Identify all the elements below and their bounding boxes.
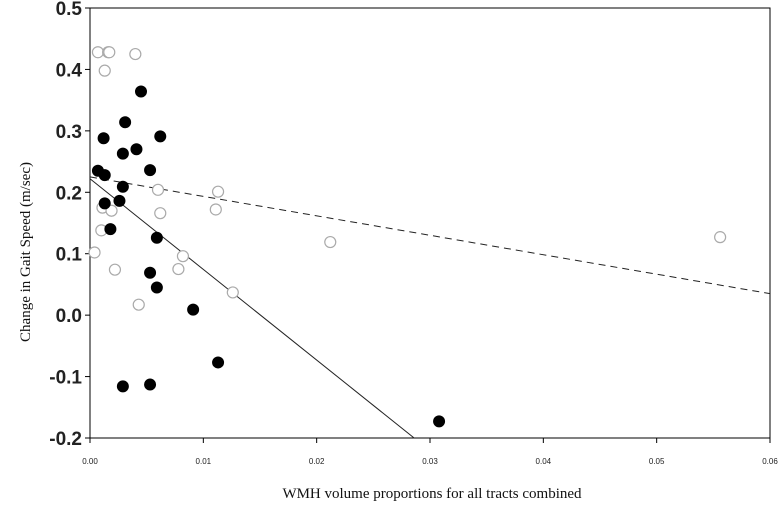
open-data-point — [151, 183, 165, 196]
open-data-point — [129, 47, 142, 61]
y-tick-label: 0.5 — [56, 0, 83, 20]
open-data-point — [226, 286, 239, 299]
solid-regression-line — [89, 178, 415, 439]
filled-data-point — [135, 85, 147, 98]
x-tick-label: 0.06 — [762, 457, 778, 466]
filled-data-point — [187, 303, 200, 316]
filled-data-point — [104, 223, 117, 236]
filled-data-point — [150, 231, 163, 244]
filled-data-point — [113, 194, 126, 207]
x-tick-label: 0.01 — [196, 457, 212, 466]
open-data-point — [132, 298, 145, 311]
filled-data-point — [116, 380, 129, 393]
plot-frame — [89, 7, 771, 439]
filled-data-point — [154, 130, 167, 143]
filled-data-point — [433, 415, 446, 428]
y-axis-title: Change in Gait Speed (m/sec) — [18, 162, 34, 342]
open-data-point — [154, 207, 167, 220]
x-axis: 0.00 0.01 0.02 0.03 0.04 0.05 0.06 — [82, 438, 778, 466]
fit-lines — [89, 176, 771, 439]
filled-data-point — [98, 169, 111, 182]
open-data-point — [324, 235, 337, 249]
open-data-point — [98, 64, 111, 77]
data-points — [88, 46, 727, 428]
open-data-point — [103, 46, 116, 59]
open-data-point — [105, 204, 118, 217]
y-tick-label: 0.2 — [56, 183, 82, 204]
y-tick-label: -0.2 — [49, 429, 82, 450]
filled-data-point — [144, 266, 157, 279]
y-axis: -0.2 -0.1 0.0 0.1 0.2 0.3 0.4 0.5 — [49, 0, 90, 450]
y-tick-label: -0.1 — [49, 368, 82, 389]
open-data-point — [108, 263, 122, 276]
x-tick-label: 0.03 — [422, 457, 438, 466]
open-data-point — [209, 203, 222, 216]
y-tick-label: 0.4 — [56, 60, 83, 81]
x-tick-label: 0.05 — [649, 457, 665, 466]
filled-data-point — [97, 132, 110, 145]
open-data-point — [88, 246, 101, 259]
dashed-regression-line — [89, 176, 771, 295]
y-tick-label: 0.1 — [56, 245, 83, 266]
x-tick-label: 0.02 — [309, 457, 325, 466]
x-tick-label: 0.04 — [536, 457, 552, 466]
open-data-point — [172, 262, 185, 276]
open-data-point — [714, 231, 727, 244]
filled-data-point — [150, 281, 163, 294]
filled-data-point — [119, 116, 132, 129]
open-data-point — [176, 250, 190, 263]
x-axis-title: WMH volume proportions for all tracts co… — [282, 486, 582, 502]
y-tick-label: 0.3 — [56, 122, 82, 143]
filled-data-point — [130, 143, 143, 156]
filled-data-point — [116, 147, 129, 160]
open-data-point — [91, 46, 105, 59]
y-tick-label: 0.0 — [56, 306, 82, 327]
x-tick-label: 0.00 — [82, 457, 98, 466]
filled-data-point — [98, 197, 111, 210]
filled-data-point — [144, 378, 157, 391]
open-data-point — [211, 185, 225, 198]
filled-data-point — [144, 164, 157, 177]
filled-data-point — [212, 356, 225, 369]
filled-data-point — [116, 180, 129, 193]
